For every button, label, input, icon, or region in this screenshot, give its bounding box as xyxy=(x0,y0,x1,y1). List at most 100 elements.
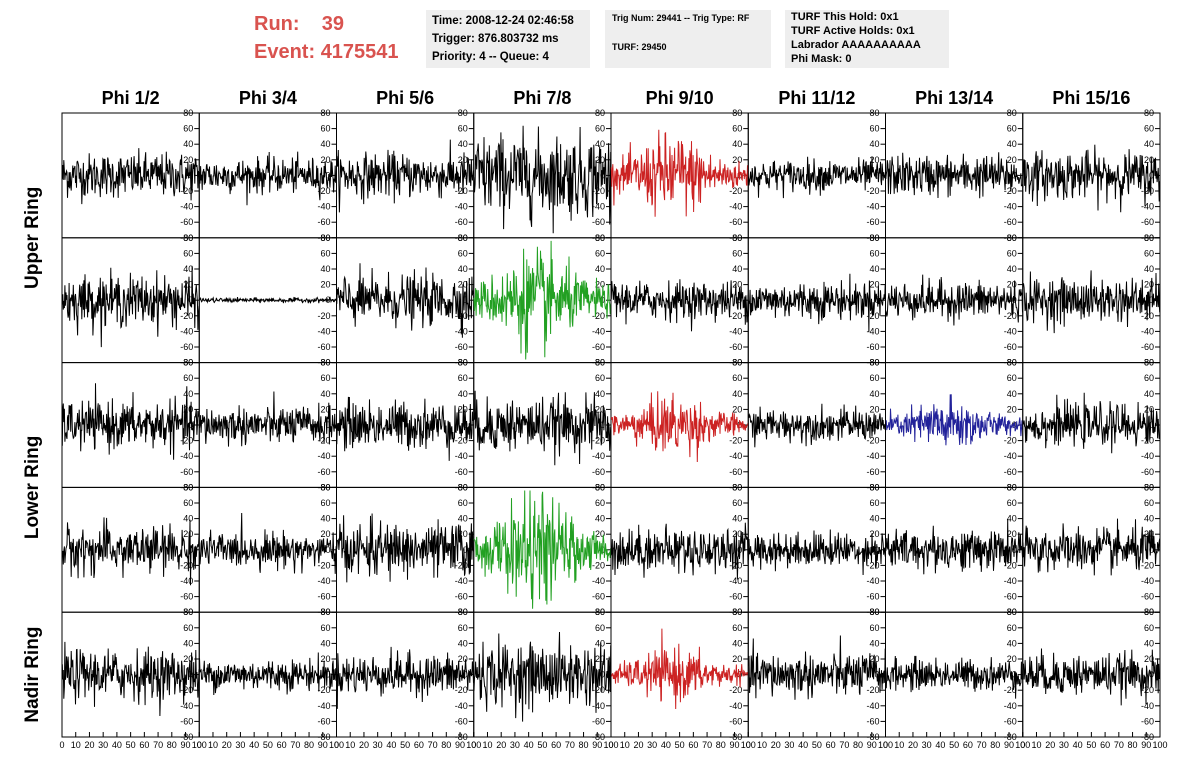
y-tick-label: 40 xyxy=(595,514,605,524)
x-tick-label: 50 xyxy=(537,740,547,750)
y-tick-label: 60 xyxy=(732,623,742,633)
ring-label: Lower Ring xyxy=(22,436,43,539)
y-tick-label: 20 xyxy=(183,529,193,539)
y-tick-label: 20 xyxy=(1144,404,1154,414)
column-header: Phi 15/16 xyxy=(1052,88,1130,108)
y-tick-label: 60 xyxy=(1144,124,1154,134)
y-tick-label: -40 xyxy=(592,576,605,586)
y-tick-label: 80 xyxy=(320,358,330,368)
x-tick-label: 10 xyxy=(894,740,904,750)
y-tick-label: 40 xyxy=(1007,264,1017,274)
y-tick-label: 20 xyxy=(595,280,605,290)
y-tick-label: 60 xyxy=(869,124,879,134)
y-tick-label: -40 xyxy=(180,326,193,336)
x-tick-label: 60 xyxy=(277,740,287,750)
y-tick-label: -20 xyxy=(1004,436,1017,446)
y-tick-label: -80 xyxy=(455,732,468,742)
x-tick-label: 100 xyxy=(878,740,893,750)
y-tick-label: -60 xyxy=(1141,716,1154,726)
y-tick-label: -60 xyxy=(455,467,468,477)
waveform-trace xyxy=(748,529,886,576)
waveform-trace xyxy=(1022,518,1161,576)
y-tick-label: 60 xyxy=(320,124,330,134)
y-tick-label: 20 xyxy=(732,155,742,165)
y-tick-label: 20 xyxy=(320,155,330,165)
y-tick-label: 60 xyxy=(458,124,468,134)
priority-text: Priority: 4 -- Queue: 4 xyxy=(432,51,549,63)
x-tick-label: 80 xyxy=(167,740,177,750)
y-tick-label: -60 xyxy=(317,592,330,602)
column-header: Phi 1/2 xyxy=(102,88,160,108)
y-tick-label: -20 xyxy=(866,560,879,570)
waveform-trace xyxy=(1022,648,1161,706)
x-tick-label: 20 xyxy=(84,740,94,750)
y-tick-label: 80 xyxy=(1007,108,1017,118)
x-tick-label: 100 xyxy=(192,740,207,750)
y-tick-label: 80 xyxy=(1144,607,1154,617)
y-tick-label: 40 xyxy=(1007,638,1017,648)
y-tick-label: -60 xyxy=(592,592,605,602)
column-header: Phi 11/12 xyxy=(778,88,855,108)
y-tick-label: 40 xyxy=(595,638,605,648)
y-tick-label: 40 xyxy=(869,514,879,524)
x-tick-label: 0 xyxy=(608,740,613,750)
waveform-trace xyxy=(1022,392,1161,454)
x-tick-label: 40 xyxy=(1073,740,1083,750)
y-tick-label: 20 xyxy=(1144,280,1154,290)
y-tick-label: -20 xyxy=(592,436,605,446)
waveform-trace xyxy=(199,296,337,304)
y-tick-label: 80 xyxy=(869,482,879,492)
y-tick-label: -60 xyxy=(455,716,468,726)
y-tick-label: -20 xyxy=(729,311,742,321)
y-tick-label: -40 xyxy=(455,701,468,711)
y-tick-label: -40 xyxy=(317,576,330,586)
phi-mask-text: Phi Mask: 0 xyxy=(791,53,852,65)
y-tick-label: 40 xyxy=(869,139,879,149)
y-tick-label: 60 xyxy=(183,623,193,633)
x-tick-label: 30 xyxy=(1059,740,1069,750)
y-tick-label: -40 xyxy=(1141,701,1154,711)
x-tick-label: 70 xyxy=(1114,740,1124,750)
y-tick-label: 40 xyxy=(183,389,193,399)
x-tick-label: 10 xyxy=(1031,740,1041,750)
y-tick-label: 80 xyxy=(732,358,742,368)
waveform-trace xyxy=(885,518,1023,575)
x-tick-label: 30 xyxy=(98,740,108,750)
y-tick-label: -20 xyxy=(317,685,330,695)
y-tick-label: 40 xyxy=(1007,389,1017,399)
y-tick-label: 40 xyxy=(458,389,468,399)
y-tick-label: -60 xyxy=(866,716,879,726)
y-tick-label: -20 xyxy=(1141,560,1154,570)
y-tick-label: -60 xyxy=(1004,716,1017,726)
turf-this-hold-text: TURF This Hold: 0x1 xyxy=(791,11,899,23)
y-tick-label: 20 xyxy=(458,654,468,664)
waveform-trace xyxy=(610,279,749,332)
y-tick-label: -60 xyxy=(1004,592,1017,602)
y-tick-label: 0 xyxy=(874,170,879,180)
y-tick-label: 80 xyxy=(1007,233,1017,243)
y-tick-label: -60 xyxy=(455,342,468,352)
y-tick-label: -40 xyxy=(180,451,193,461)
y-tick-label: -20 xyxy=(180,685,193,695)
y-tick-label: -40 xyxy=(317,326,330,336)
y-tick-label: 60 xyxy=(458,498,468,508)
y-tick-label: -20 xyxy=(455,685,468,695)
y-tick-label: -40 xyxy=(180,576,193,586)
labrador-text: Labrador AAAAAAAAAA xyxy=(791,39,921,51)
y-tick-label: 80 xyxy=(1144,233,1154,243)
waveform-trace xyxy=(61,383,200,460)
y-tick-label: -60 xyxy=(1141,467,1154,477)
y-tick-label: 0 xyxy=(874,420,879,430)
y-tick-label: -60 xyxy=(592,716,605,726)
y-tick-label: -20 xyxy=(729,685,742,695)
x-tick-label: 90 xyxy=(1141,740,1151,750)
y-tick-label: 80 xyxy=(320,233,330,243)
x-tick-label: 100 xyxy=(466,740,481,750)
y-tick-label: -80 xyxy=(866,732,879,742)
x-tick-label: 50 xyxy=(263,740,273,750)
column-header: Phi 13/14 xyxy=(915,88,993,108)
y-tick-label: 20 xyxy=(1144,155,1154,165)
y-tick-label: -20 xyxy=(180,186,193,196)
x-tick-label: 70 xyxy=(702,740,712,750)
y-tick-label: -20 xyxy=(1004,685,1017,695)
